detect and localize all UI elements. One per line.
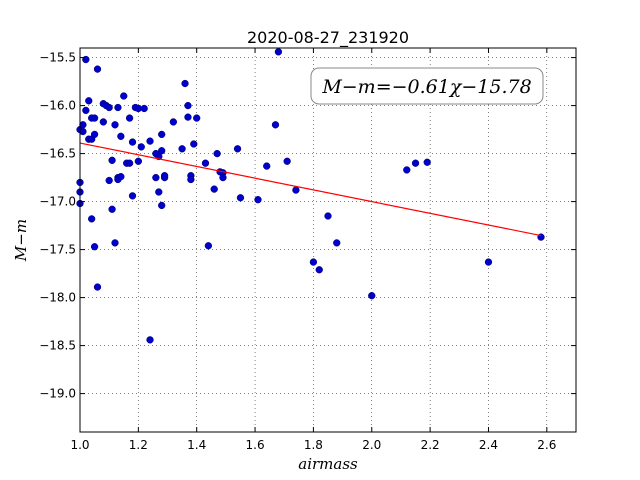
data-point: [219, 173, 227, 182]
data-point: [146, 336, 154, 344]
fit-equation-box: M−m=−0.61χ−15.78: [310, 67, 544, 105]
y-tick-label: −15.5: [39, 51, 76, 65]
data-point: [125, 114, 134, 122]
data-point: [117, 172, 125, 181]
data-point: [111, 121, 119, 129]
fit-equation-frame: [310, 67, 544, 105]
y-axis-label: M−m: [12, 219, 30, 262]
y-tick-label: −19.0: [39, 387, 76, 401]
fit-line-group: [79, 142, 542, 237]
data-point: [184, 101, 192, 110]
y-tick-label: −16.0: [39, 99, 76, 113]
plot-frame: [79, 47, 577, 433]
data-point: [152, 173, 160, 182]
data-point: [93, 283, 102, 291]
data-point: [204, 242, 213, 250]
data-point: [117, 132, 125, 140]
data-point: [128, 138, 137, 146]
data-point: [333, 239, 341, 247]
data-point: [190, 140, 198, 148]
data-point: [169, 118, 178, 126]
data-point: [292, 186, 300, 194]
data-point: [187, 175, 195, 184]
data-point: [146, 137, 154, 145]
x-tick-label: 1.8: [304, 438, 323, 452]
chart-title: 2020-08-27_231920: [247, 28, 409, 48]
data-point: [158, 147, 166, 155]
y-tick-label: −17.0: [39, 195, 76, 209]
data-point: [90, 130, 99, 139]
data-point: [114, 103, 122, 112]
data-point: [201, 159, 210, 167]
data-point: [108, 156, 116, 164]
x-tick-label: 2.6: [537, 438, 556, 452]
data-point: [90, 243, 99, 251]
data-point: [309, 258, 318, 266]
data-point: [411, 159, 420, 167]
x-tick-label: 1.0: [70, 438, 89, 452]
data-point: [423, 158, 431, 166]
y-tick-label: −17.5: [39, 243, 76, 257]
data-point: [125, 159, 134, 167]
axis-ticks: 1.0 1.2 1.4 1.6 1.8 2.0 2.2 2.4 2.6 −15.5 −16.0 −16…: [39, 48, 576, 452]
data-point: [120, 92, 128, 100]
fit-equation: M−m=−0.61χ−15.78: [321, 76, 531, 98]
x-tick-label: 2.0: [362, 438, 381, 452]
data-point: [403, 166, 411, 174]
data-point: [158, 201, 166, 210]
data-point: [274, 48, 283, 56]
data-point: [79, 127, 87, 136]
data-point: [368, 292, 376, 300]
data-point: [90, 114, 99, 122]
data-point: [79, 121, 87, 129]
data-point: [178, 145, 186, 153]
y-tick-label: −18.0: [39, 291, 76, 305]
data-point: [134, 157, 143, 165]
fit-line: [79, 142, 542, 237]
data-point: [484, 258, 493, 266]
data-point: [315, 266, 323, 274]
grid-lines: [79, 48, 576, 432]
data-point: [254, 196, 262, 204]
data-point: [184, 113, 192, 121]
data-point: [82, 106, 90, 115]
data-point: [158, 130, 166, 139]
data-point: [128, 192, 137, 200]
x-tick-label: 1.4: [187, 438, 206, 452]
data-point: [236, 194, 245, 202]
x-axis-label: airmass: [298, 455, 358, 473]
y-tick-label: −16.5: [39, 147, 76, 161]
data-point: [137, 143, 145, 151]
data-point: [85, 97, 93, 105]
data-point: [93, 65, 102, 73]
data-point: [233, 145, 242, 153]
data-point: [210, 185, 218, 193]
x-tick-label: 1.6: [246, 438, 265, 452]
data-point: [99, 118, 107, 126]
y-tick-label: −18.5: [39, 339, 76, 353]
data-point: [160, 172, 169, 180]
data-point: [263, 162, 271, 170]
data-point: [105, 103, 113, 112]
x-tick-label: 1.2: [129, 438, 148, 452]
data-point: [88, 215, 96, 223]
x-tick-label: 2.4: [479, 438, 498, 452]
x-tick-label: 2.2: [421, 438, 440, 452]
data-points: [76, 48, 545, 344]
data-point: [193, 114, 201, 122]
data-point: [108, 205, 116, 213]
data-point: [155, 188, 163, 196]
data-point: [213, 149, 221, 158]
data-point: [111, 239, 119, 247]
data-point: [105, 176, 113, 185]
data-point: [181, 79, 189, 88]
data-point: [140, 104, 148, 113]
data-point: [324, 212, 332, 220]
data-point: [271, 121, 280, 129]
data-point: [283, 157, 291, 165]
